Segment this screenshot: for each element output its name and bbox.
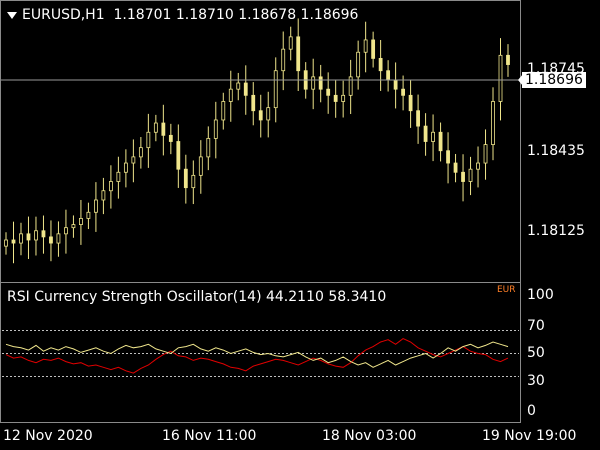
candle-body — [206, 138, 211, 158]
candle-body — [64, 227, 68, 235]
chart-menu-triangle-icon[interactable] — [7, 11, 17, 19]
candle-body — [138, 147, 143, 158]
candle-body — [19, 233, 23, 244]
candle-body — [79, 218, 83, 225]
candle-body — [273, 70, 278, 109]
currency-badge: EUR — [497, 285, 516, 295]
indicator-pane[interactable] — [0, 282, 521, 423]
main-chart-pane[interactable] — [0, 0, 521, 283]
candle-body — [363, 39, 368, 53]
candle-body — [318, 76, 323, 90]
candle-body — [416, 110, 420, 127]
candle-body — [401, 88, 406, 96]
candle-body — [198, 156, 203, 176]
candle-body — [446, 150, 450, 164]
candle-body — [311, 76, 316, 90]
current-price-label: 1.18696 — [522, 72, 586, 88]
candle-body — [34, 230, 38, 241]
indicator-level-tick: 50 — [527, 345, 545, 361]
candle-body — [228, 88, 233, 102]
indicator-title: RSI Currency Strength Oscillator(14) 44.… — [7, 289, 387, 305]
indicator-level-tick: 70 — [527, 318, 545, 334]
candle-body — [506, 54, 510, 65]
current-price-marker-icon — [518, 74, 523, 86]
time-axis-label: 12 Nov 2020 — [3, 428, 93, 444]
price-tick-label: 1.18435 — [527, 143, 585, 159]
candle-body — [94, 199, 98, 213]
candle-body — [498, 54, 503, 102]
time-axis-label: 19 Nov 19:00 — [482, 428, 577, 444]
candle-body — [183, 168, 188, 189]
candle-body — [258, 110, 263, 121]
candle-body — [438, 131, 443, 152]
candle-body — [146, 131, 151, 149]
candle-body — [281, 48, 286, 72]
candle-body — [116, 171, 121, 182]
candle-body — [26, 233, 31, 241]
candle-body — [41, 230, 46, 238]
candle-body — [423, 125, 428, 142]
chart-header: EURUSD,H1 1.18701 1.18710 1.18678 1.1869… — [7, 7, 358, 23]
time-axis-label: 18 Nov 03:00 — [322, 428, 417, 444]
candle-body — [483, 144, 488, 164]
candle-body — [191, 174, 196, 189]
candle-body — [431, 131, 435, 142]
candle-body — [468, 168, 473, 182]
indicator-level-tick: 30 — [527, 373, 545, 389]
candle-body — [4, 239, 8, 247]
rsi-red-line — [5, 338, 509, 374]
candle-body — [371, 39, 376, 59]
price-tick-label: 1.18125 — [527, 223, 585, 239]
candle-body — [378, 58, 383, 72]
candle-body — [408, 94, 413, 112]
candle-body — [236, 82, 241, 90]
candle-body — [453, 162, 458, 173]
candle-body — [326, 88, 331, 96]
candlestick-series — [4, 18, 510, 264]
candle-body — [221, 101, 226, 121]
candle-body — [333, 94, 338, 102]
candle-body — [49, 236, 53, 244]
candle-body — [11, 239, 16, 244]
candle-body — [108, 181, 113, 192]
chart-symbol-and-ohlc: EURUSD,H1 1.18701 1.18710 1.18678 1.1869… — [22, 7, 359, 23]
candle-body — [153, 122, 158, 133]
candle-body — [356, 51, 361, 78]
candle-body — [348, 76, 353, 96]
candle-body — [161, 122, 166, 136]
candle-body — [168, 134, 173, 142]
candle-body — [461, 171, 465, 182]
rsi-yellow-line — [5, 341, 509, 368]
indicator-level-tick: 100 — [527, 287, 554, 303]
candle-body — [288, 36, 293, 50]
candle-body — [86, 211, 91, 219]
indicator-level-tick: 0 — [527, 403, 536, 419]
candle-body — [341, 94, 346, 102]
candle-body — [101, 190, 106, 201]
candle-body — [243, 82, 248, 96]
candle-body — [56, 233, 61, 244]
time-axis-label: 16 Nov 11:00 — [162, 428, 257, 444]
candle-body — [251, 94, 256, 112]
candle-body — [213, 119, 218, 139]
candle-body — [131, 156, 136, 164]
candle-body — [491, 101, 495, 145]
candle-body — [71, 224, 76, 229]
candle-body — [296, 36, 301, 72]
candle-body — [176, 141, 181, 170]
candle-body — [266, 107, 271, 121]
candle-body — [476, 162, 480, 170]
candle-body — [123, 162, 128, 173]
